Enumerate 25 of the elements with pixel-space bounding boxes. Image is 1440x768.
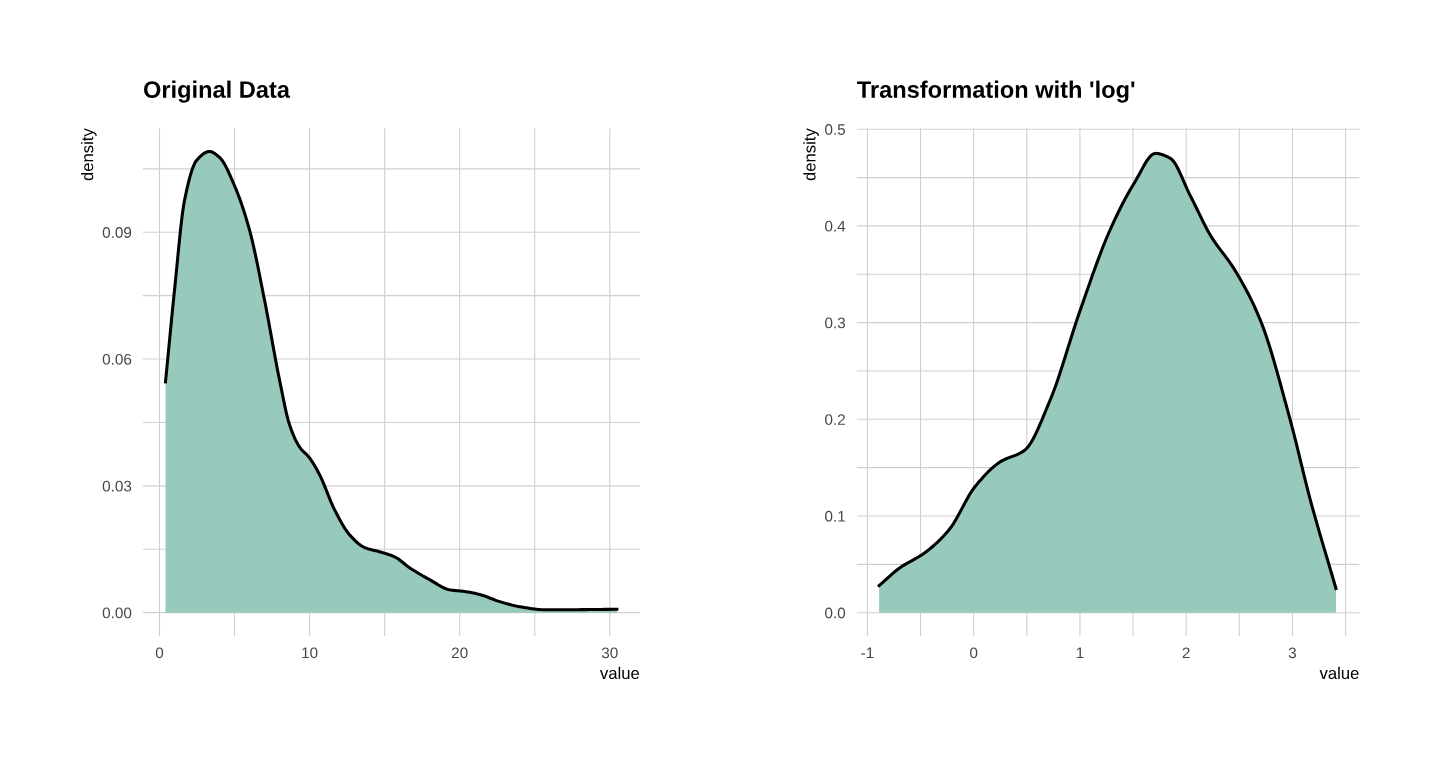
- y-tick-label: 0.06: [102, 353, 132, 365]
- x-tick-label: 0: [970, 647, 978, 659]
- y-tick-label: 0.4: [825, 220, 846, 232]
- x-axis-title: value: [1319, 666, 1359, 680]
- y-tick-label: 0.3: [825, 317, 846, 329]
- y-tick-label: 0.03: [102, 480, 132, 492]
- x-tick-label: 30: [601, 647, 618, 659]
- y-tick-label: 0.5: [825, 124, 846, 135]
- x-tick-label: 20: [451, 647, 468, 659]
- y-tick-label: 0.00: [102, 607, 132, 619]
- y-axis-title: density: [803, 128, 819, 181]
- y-tick-label: 0.2: [825, 414, 845, 425]
- y-tick-label: 0.1: [825, 510, 845, 522]
- x-tick-label: -1: [861, 647, 874, 659]
- x-axis-title: value: [600, 666, 640, 680]
- y-tick-label: 0.09: [102, 227, 132, 238]
- chart-title: Original Data: [143, 80, 291, 103]
- x-tick-label: 1: [1076, 647, 1084, 659]
- x-tick-label: 10: [302, 647, 318, 659]
- x-tick-label: 3: [1288, 647, 1296, 659]
- y-tick-label: 0.0: [825, 607, 846, 619]
- x-tick-label: 2: [1182, 647, 1190, 659]
- y-axis-title: density: [81, 128, 97, 181]
- chart-title: Transformation with 'log': [857, 80, 1135, 103]
- x-tick-label: 0: [155, 647, 164, 659]
